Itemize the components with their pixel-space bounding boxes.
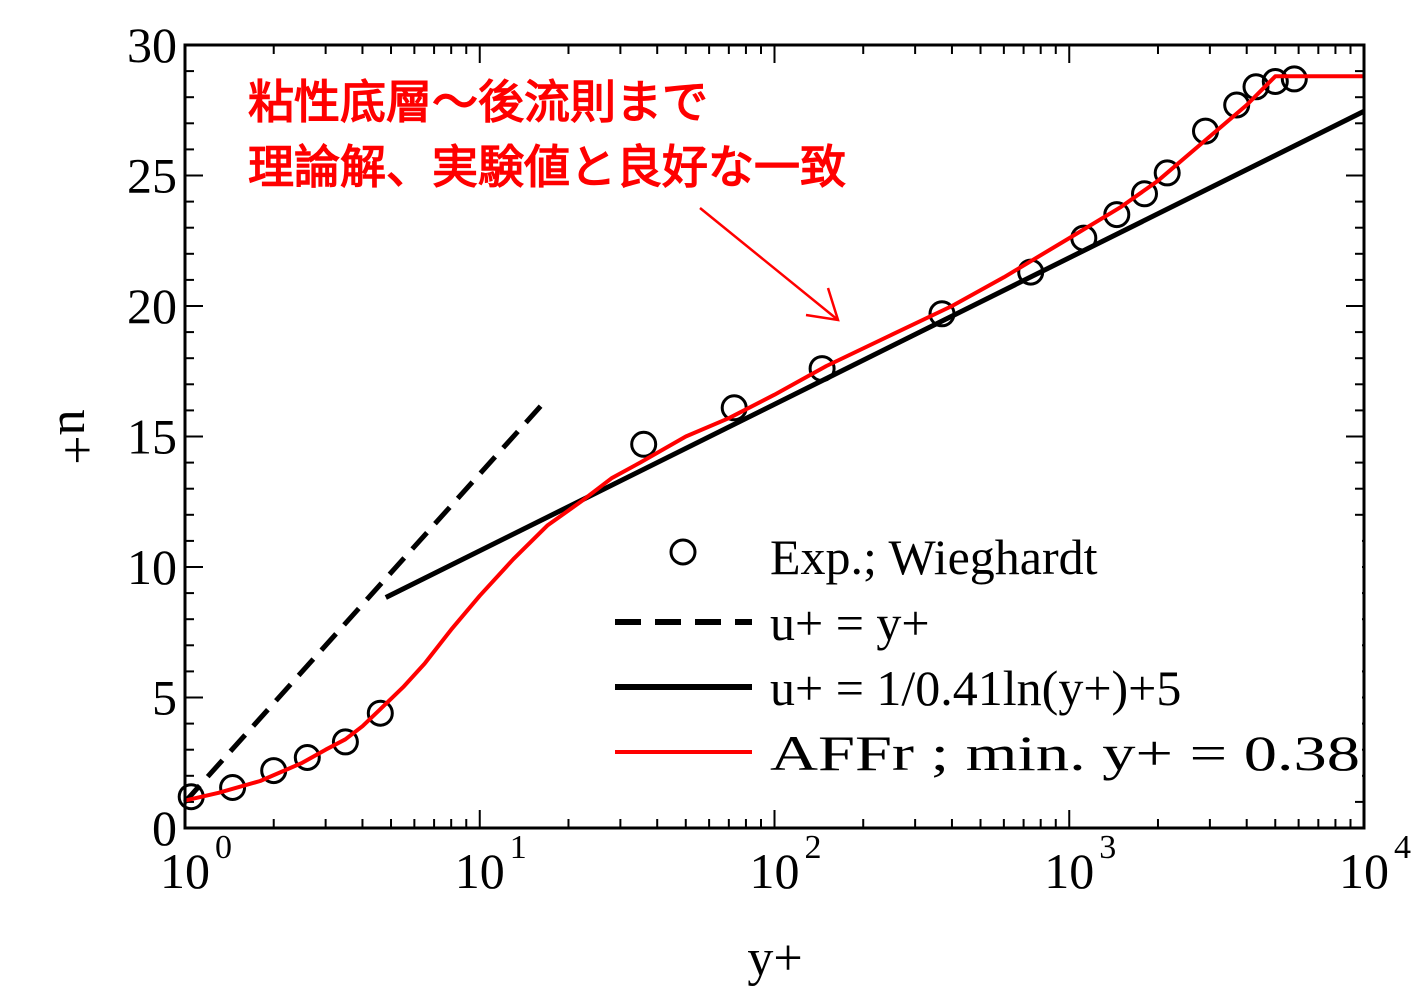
x-tick-label: 10 xyxy=(1044,843,1094,899)
x-tick-label: 10 xyxy=(1339,843,1389,899)
series-log-law-line xyxy=(384,109,1366,600)
series-layer xyxy=(177,65,1366,811)
series-viscous-line xyxy=(183,403,544,804)
legend-label-log: u+ = 1/0.41ln(y+)+5 xyxy=(770,660,1181,716)
y-tick-label: 15 xyxy=(127,409,177,465)
exp-data-point xyxy=(331,728,359,756)
exp-data-point xyxy=(808,355,836,383)
exp-data-point xyxy=(928,300,956,328)
series-affr-line xyxy=(184,74,1364,803)
legend-background xyxy=(600,530,1362,790)
x-tick-exponent: 0 xyxy=(215,829,232,866)
annotation-arrow-head xyxy=(805,287,840,322)
x-axis-label: y+ xyxy=(747,930,802,987)
annotation-arrow-shaft xyxy=(699,207,839,321)
x-tick-label: 10 xyxy=(160,843,210,899)
y-tick-label: 10 xyxy=(127,539,177,595)
y-tick-label: 0 xyxy=(152,800,177,856)
x-tick-exponent: 4 xyxy=(1394,829,1411,866)
annotation: 粘性底層～後流則まで 理論解、実験値と良好な一致 xyxy=(248,75,846,322)
exp-data-point xyxy=(1261,68,1289,95)
x-tick-exponent: 2 xyxy=(805,829,822,866)
exp-data-point xyxy=(1131,180,1158,208)
exp-data-point xyxy=(1153,159,1181,187)
exp-data-point xyxy=(293,744,321,771)
x-tick-exponent: 1 xyxy=(510,829,527,866)
legend-label-affr: AFFr ; min. y+ = 0.38 xyxy=(770,725,1360,781)
y-tick-label: 5 xyxy=(152,670,177,726)
y-tick-label: 25 xyxy=(127,148,177,204)
y-axis-label: u+ xyxy=(48,409,105,464)
legend: Exp.; Wieghardt u+ = y+ u+ = 1/0.41ln(y+… xyxy=(600,529,1362,790)
exp-data-point xyxy=(366,699,394,727)
y-tick-label: 20 xyxy=(127,278,177,334)
exp-data-point xyxy=(1242,73,1270,101)
legend-label-exp: Exp.; Wieghardt xyxy=(770,529,1098,585)
y-tick-label: 30 xyxy=(127,17,177,73)
plot-frame xyxy=(183,43,1366,830)
annotation-line-1: 粘性底層～後流則まで xyxy=(248,75,708,129)
x-tick-label: 10 xyxy=(455,843,505,899)
legend-marker-exp xyxy=(669,538,697,566)
exp-data-point xyxy=(1280,65,1308,93)
x-tick-label: 10 xyxy=(750,843,800,899)
legend-label-viscous: u+ = y+ xyxy=(770,595,930,651)
exp-data-point xyxy=(630,430,658,458)
x-tick-exponent: 3 xyxy=(1099,829,1116,866)
annotation-line-2: 理論解、実験値と良好な一致 xyxy=(248,140,846,194)
